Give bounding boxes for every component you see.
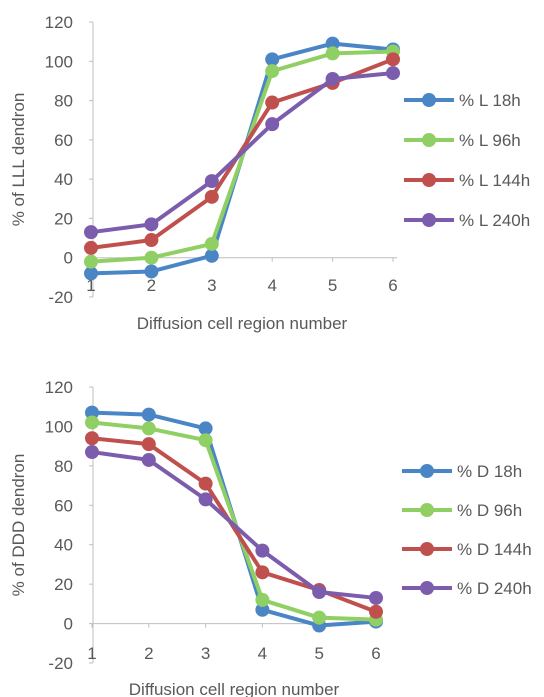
y-tick-label: 0 (64, 615, 73, 634)
y-tick-label: 80 (54, 457, 73, 476)
data-point (204, 174, 219, 189)
legend-label: % L 144h (459, 171, 530, 190)
x-tick-label: 1 (87, 644, 96, 663)
data-point (84, 254, 98, 269)
chart-2: -20 0 20 40 60 80 100 120 1 2 3 4 5 6 Diffusion cell r… (9, 378, 532, 697)
data-point (312, 610, 327, 625)
x-tick-label: 4 (267, 276, 276, 295)
legend-marker (422, 133, 436, 147)
y-axis-title: % of LLL dendron (9, 93, 28, 227)
legend-marker (422, 93, 436, 107)
x-axis-title: Diffusion cell region number (137, 314, 348, 333)
x-tick-label: 5 (328, 276, 337, 295)
series-4 (85, 445, 383, 605)
data-point (85, 415, 99, 430)
series-line (90, 71, 394, 235)
y-tick-label: 20 (54, 209, 73, 228)
series-line (91, 450, 377, 600)
legend-marker (420, 464, 434, 478)
y-tick-label: -20 (48, 288, 73, 307)
x-tick-label: 1 (86, 276, 95, 295)
data-point (198, 492, 213, 507)
data-point (141, 437, 156, 452)
data-point (84, 225, 98, 240)
data-point (204, 248, 219, 263)
data-point (85, 405, 99, 420)
data-point (265, 64, 280, 79)
legend-label: % D 144h (457, 540, 532, 559)
x-tick-label: 4 (258, 644, 267, 663)
y-tick-label: 80 (54, 92, 73, 111)
data-point (144, 233, 159, 248)
x-tick-label: 2 (147, 276, 156, 295)
data-point (325, 71, 340, 86)
data-point (369, 590, 383, 605)
y-tick-label: 120 (45, 378, 73, 397)
data-point (255, 592, 270, 607)
data-point (325, 36, 340, 51)
data-point (265, 117, 280, 132)
data-point (85, 445, 99, 460)
data-point (198, 476, 213, 491)
data-point (265, 95, 280, 110)
legend-marker (422, 173, 436, 187)
x-tick-label: 2 (144, 644, 153, 663)
y-tick-label: 20 (54, 575, 73, 594)
data-point (255, 543, 270, 558)
x-tick-label: 5 (314, 644, 323, 663)
data-point (141, 407, 156, 422)
series-line (91, 420, 377, 622)
data-point (141, 452, 156, 467)
y-tick-label: 40 (54, 170, 73, 189)
series-line (90, 49, 394, 264)
legend-label: % L 96h (459, 131, 521, 150)
y-tick-label: 40 (54, 536, 73, 555)
y-axis-title: % of DDD dendron (9, 454, 28, 597)
x-tick-label: 6 (388, 276, 397, 295)
data-point (312, 585, 327, 600)
legend-label: % D 96h (457, 501, 522, 520)
data-point (85, 431, 99, 446)
data-point (265, 52, 280, 67)
data-point (204, 236, 219, 251)
y-tick-label: 100 (45, 52, 73, 71)
data-point (144, 217, 159, 232)
legend-label: % D 240h (457, 579, 532, 598)
legend-marker (422, 213, 436, 227)
data-point (84, 240, 98, 255)
legend-marker (420, 503, 434, 517)
data-point (84, 266, 98, 281)
chart-1: -20 0 20 40 60 80 100 120 1 2 3 4 5 6 Diffusion cell r… (9, 13, 530, 333)
data-point (141, 421, 156, 436)
y-tick-label: 120 (45, 13, 73, 32)
data-point (255, 602, 270, 617)
legend-label: % L 18h (459, 91, 521, 110)
legend-label: % L 240h (459, 211, 530, 230)
data-point (198, 433, 213, 448)
legend-label: % D 18h (457, 462, 522, 481)
data-point (386, 66, 400, 81)
legend-marker (420, 542, 434, 556)
data-point (198, 421, 213, 436)
y-tick-label: 100 (45, 417, 73, 436)
series-4 (84, 66, 400, 240)
x-tick-label: 6 (371, 644, 380, 663)
data-point (255, 565, 270, 580)
x-tick-label: 3 (207, 276, 216, 295)
y-tick-label: 60 (54, 496, 73, 515)
legend-marker (420, 581, 434, 595)
data-point (386, 52, 400, 67)
x-axis-title: Diffusion cell region number (129, 680, 340, 697)
data-point (144, 264, 159, 279)
data-point (144, 250, 159, 265)
data-point (325, 46, 340, 61)
y-tick-label: -20 (48, 654, 73, 673)
x-tick-label: 3 (201, 644, 210, 663)
series-2 (85, 415, 383, 627)
data-point (369, 604, 383, 619)
data-point (204, 189, 219, 204)
y-tick-label: 60 (54, 131, 73, 150)
y-tick-label: 0 (64, 249, 73, 268)
